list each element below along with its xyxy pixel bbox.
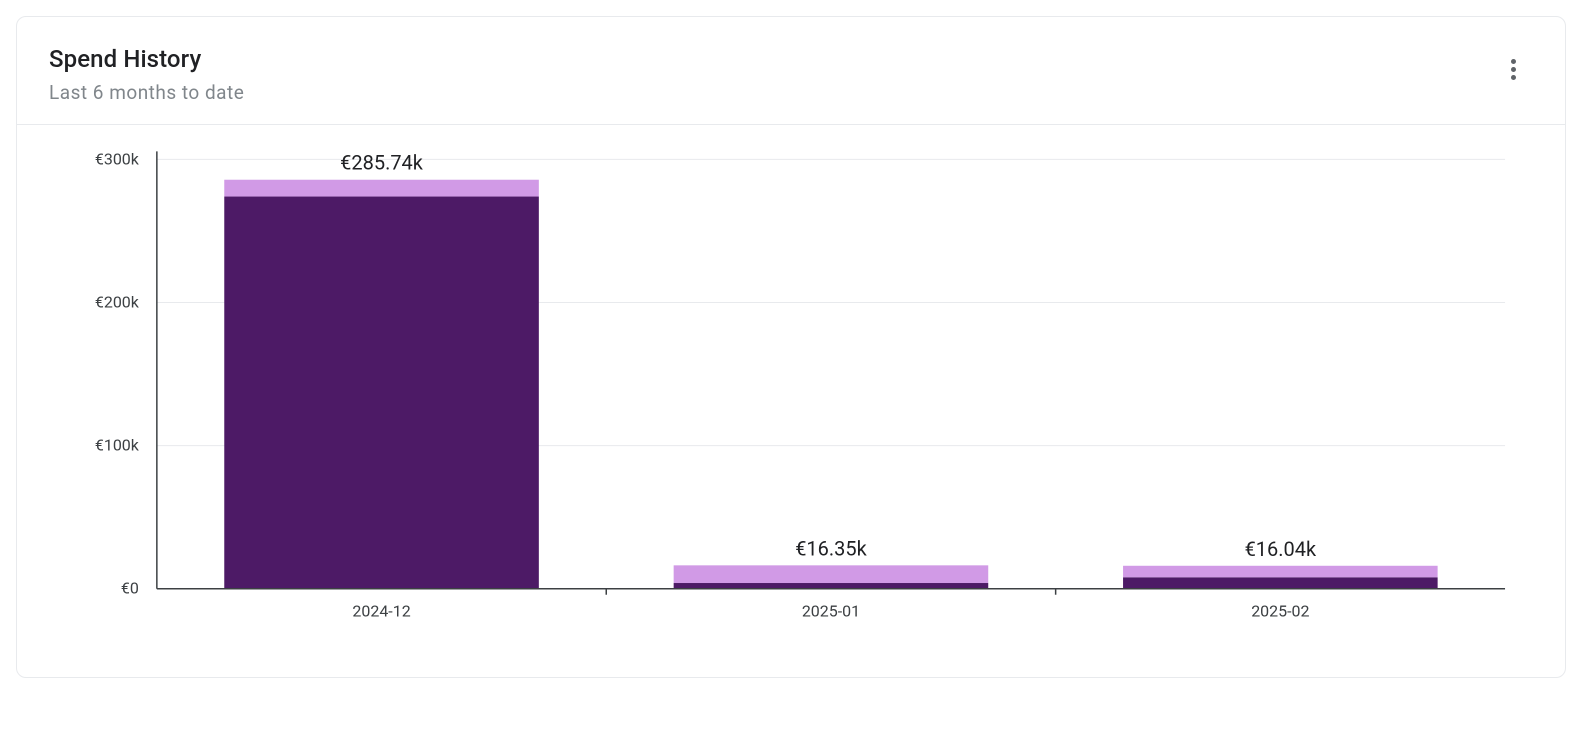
y-tick-label: €0	[121, 579, 139, 598]
card-subtitle: Last 6 months to date	[49, 81, 244, 104]
chart-area: €0 €100k €200k €300k €285.74k €16.35k €16.04k 2…	[17, 125, 1565, 677]
bar-segment[interactable]	[224, 180, 539, 197]
bar-total-label: €16.35k	[795, 536, 867, 560]
spend-history-chart: €0 €100k €200k €300k €285.74k €16.35k €16.04k 2…	[49, 139, 1533, 649]
card-header: Spend History Last 6 months to date	[17, 17, 1565, 125]
bar-segment[interactable]	[674, 565, 989, 583]
chart-menu-button[interactable]	[1493, 49, 1533, 89]
bar-segment[interactable]	[1123, 566, 1438, 578]
bar-segment[interactable]	[1123, 577, 1438, 588]
bar-segment[interactable]	[224, 197, 539, 589]
y-tick-label: €100k	[95, 436, 140, 455]
bar-total-label: €285.74k	[340, 151, 424, 175]
bar-total-label: €16.04k	[1245, 537, 1317, 561]
card-title: Spend History	[49, 45, 244, 73]
bar-segment[interactable]	[674, 583, 989, 589]
spend-history-card: Spend History Last 6 months to date €0 €1…	[16, 16, 1566, 678]
x-tick-label: 2024-12	[352, 602, 410, 621]
x-tick-label: 2025-02	[1251, 602, 1309, 621]
x-tick-label: 2025-01	[802, 602, 860, 621]
header-text: Spend History Last 6 months to date	[49, 45, 244, 104]
more-vertical-icon	[1511, 59, 1516, 80]
y-tick-label: €300k	[95, 149, 140, 168]
y-tick-label: €200k	[95, 292, 140, 311]
